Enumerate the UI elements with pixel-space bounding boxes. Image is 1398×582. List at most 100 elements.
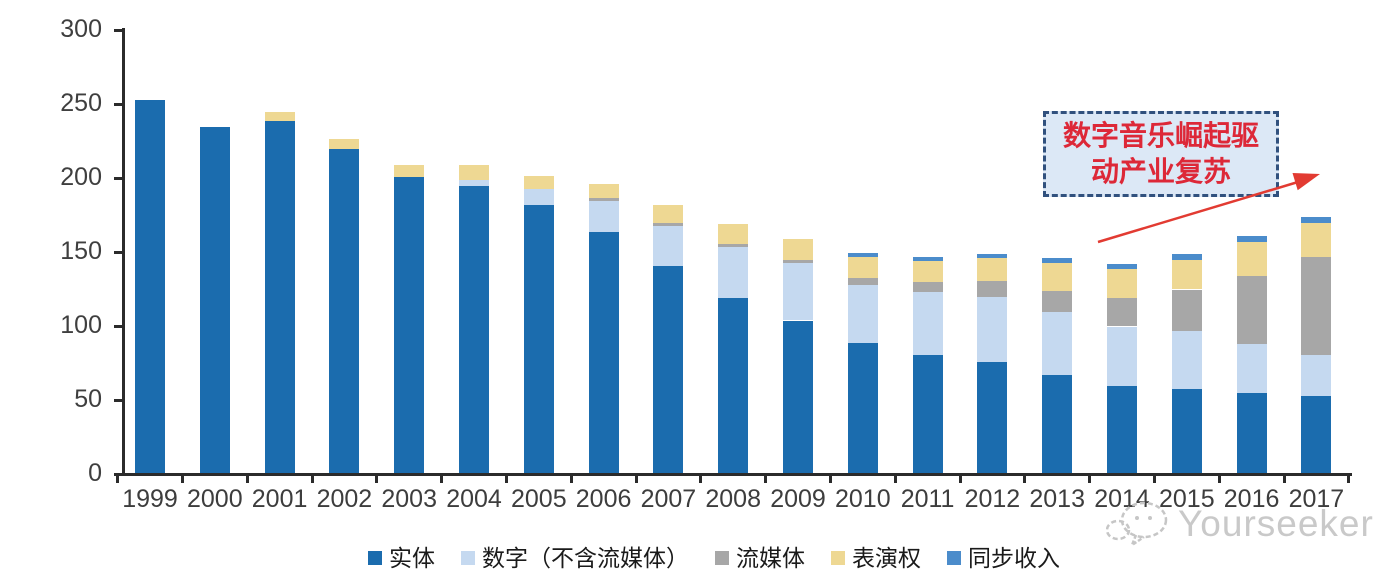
bar-segment-physical-2003 — [394, 177, 425, 473]
bar-segment-sync-2011 — [912, 256, 943, 262]
bar-segment-physical-2009 — [783, 320, 813, 473]
bar-segment-sync-2015 — [1171, 254, 1202, 260]
bar-segment-physical-2005 — [523, 205, 554, 473]
bar-segment-digital-excl-streaming-2004 — [459, 180, 489, 186]
bar-segment-streaming-2009 — [783, 259, 813, 263]
bar-segment-physical-2014 — [1107, 385, 1137, 473]
bar-segment-sync-2016 — [1236, 236, 1267, 243]
x-tick-label-2002: 2002 — [316, 485, 373, 513]
legend-swatch-sync — [947, 551, 961, 565]
y-tick-label-150: 150 — [60, 237, 102, 265]
legend-label-streaming: 流媒体 — [736, 545, 805, 571]
bar-segment-performance-rights-2015 — [1171, 259, 1202, 290]
y-axis-line — [122, 28, 125, 476]
bar-segment-streaming-2012 — [977, 280, 1008, 297]
bar-segment-streaming-2013 — [1042, 291, 1073, 312]
legend-swatch-digital-excl-streaming — [461, 551, 475, 565]
bar-segment-performance-rights-2003 — [394, 165, 425, 177]
x-tick-label-2015: 2015 — [1158, 485, 1215, 513]
y-tick-150 — [114, 250, 123, 254]
bar-segment-performance-rights-2017 — [1301, 222, 1332, 257]
x-axis-line — [116, 473, 1352, 476]
x-tick-15 — [1088, 474, 1092, 483]
y-tick-label-100: 100 — [60, 311, 102, 339]
bar-segment-performance-rights-2005 — [523, 175, 554, 189]
bar-segment-physical-2001 — [264, 120, 295, 473]
x-tick-label-2017: 2017 — [1288, 485, 1345, 513]
bar-segment-sync-2013 — [1042, 258, 1073, 263]
legend-label-digital-excl-streaming: 数字（不含流媒体） — [482, 545, 689, 571]
y-tick-250 — [114, 102, 123, 106]
bar-segment-streaming-2015 — [1171, 289, 1202, 331]
x-tick-16 — [1152, 474, 1156, 483]
bar-segment-physical-2007 — [653, 265, 684, 473]
bar-segment-digital-excl-streaming-2009 — [783, 262, 813, 321]
x-tick-10 — [764, 474, 768, 483]
bar-segment-physical-2002 — [329, 148, 360, 473]
bar-segment-performance-rights-2012 — [977, 258, 1008, 281]
y-tick-100 — [114, 324, 123, 328]
bar-segment-performance-rights-2002 — [329, 138, 360, 149]
x-tick-7 — [569, 474, 573, 483]
bar-segment-sync-2017 — [1301, 217, 1332, 223]
x-tick-19 — [1347, 474, 1351, 483]
bar-segment-performance-rights-2004 — [459, 165, 489, 180]
bar-segment-digital-excl-streaming-2006 — [588, 200, 619, 232]
chart-legend: 实体 数字（不含流媒体） 流媒体 表演权 同步收入 — [368, 545, 1060, 571]
bar-segment-physical-2011 — [912, 354, 943, 473]
x-tick-12 — [893, 474, 897, 483]
bar-segment-streaming-2008 — [718, 243, 749, 247]
x-tick-label-2000: 2000 — [186, 485, 243, 513]
x-tick-0 — [116, 474, 120, 483]
legend-item-sync: 同步收入 — [947, 546, 1060, 570]
annotation-text-line2: 动产业复苏 — [1090, 156, 1231, 187]
x-tick-label-2007: 2007 — [640, 485, 697, 513]
x-tick-label-2013: 2013 — [1029, 485, 1085, 513]
bar-segment-streaming-2010 — [847, 277, 878, 285]
x-tick-label-2010: 2010 — [834, 485, 891, 513]
bar-segment-performance-rights-2013 — [1042, 262, 1073, 291]
x-tick-label-2005: 2005 — [510, 485, 567, 513]
bar-segment-digital-excl-streaming-2007 — [653, 225, 684, 266]
x-tick-17 — [1217, 474, 1221, 483]
bar-segment-performance-rights-2009 — [783, 239, 813, 260]
x-tick-8 — [634, 474, 638, 483]
x-tick-11 — [828, 474, 832, 483]
legend-item-streaming: 流媒体 — [715, 546, 805, 570]
legend-label-performance-rights: 表演权 — [852, 545, 921, 571]
bar-segment-digital-excl-streaming-2005 — [523, 188, 554, 206]
bar-segment-physical-2016 — [1236, 393, 1267, 473]
x-tick-label-2009: 2009 — [770, 485, 826, 513]
bar-segment-digital-excl-streaming-2013 — [1042, 311, 1073, 376]
bar-segment-physical-2004 — [459, 185, 489, 473]
bar-segment-sync-2014 — [1107, 264, 1137, 269]
y-tick-label-300: 300 — [60, 15, 102, 43]
x-tick-label-2008: 2008 — [705, 485, 761, 513]
legend-swatch-physical — [368, 551, 382, 565]
bar-segment-digital-excl-streaming-2010 — [847, 285, 878, 343]
bar-segment-performance-rights-2011 — [912, 261, 943, 283]
bar-segment-streaming-2017 — [1301, 256, 1332, 355]
bar-segment-digital-excl-streaming-2015 — [1171, 330, 1202, 389]
y-tick-label-250: 250 — [60, 89, 102, 117]
x-tick-label-2004: 2004 — [446, 485, 502, 513]
x-tick-label-2012: 2012 — [964, 485, 1021, 513]
x-tick-14 — [1023, 474, 1027, 483]
legend-label-physical: 实体 — [389, 545, 435, 571]
bar-segment-physical-2006 — [588, 231, 619, 473]
x-tick-5 — [440, 474, 444, 483]
legend-item-digital-excl-streaming: 数字（不含流媒体） — [461, 546, 689, 570]
bar-segment-performance-rights-2016 — [1236, 242, 1267, 277]
bar-segment-digital-excl-streaming-2012 — [977, 296, 1008, 362]
x-tick-18 — [1282, 474, 1286, 483]
y-tick-300 — [114, 28, 123, 32]
x-tick-label-2011: 2011 — [900, 485, 955, 513]
bar-segment-physical-2000 — [199, 126, 230, 473]
x-tick-label-2016: 2016 — [1223, 485, 1280, 513]
bar-segment-digital-excl-streaming-2016 — [1236, 344, 1267, 393]
bar-segment-digital-excl-streaming-2011 — [912, 292, 943, 355]
x-tick-2 — [245, 474, 249, 483]
x-tick-label-2001: 2001 — [251, 485, 308, 513]
x-tick-label-2014: 2014 — [1094, 485, 1150, 513]
